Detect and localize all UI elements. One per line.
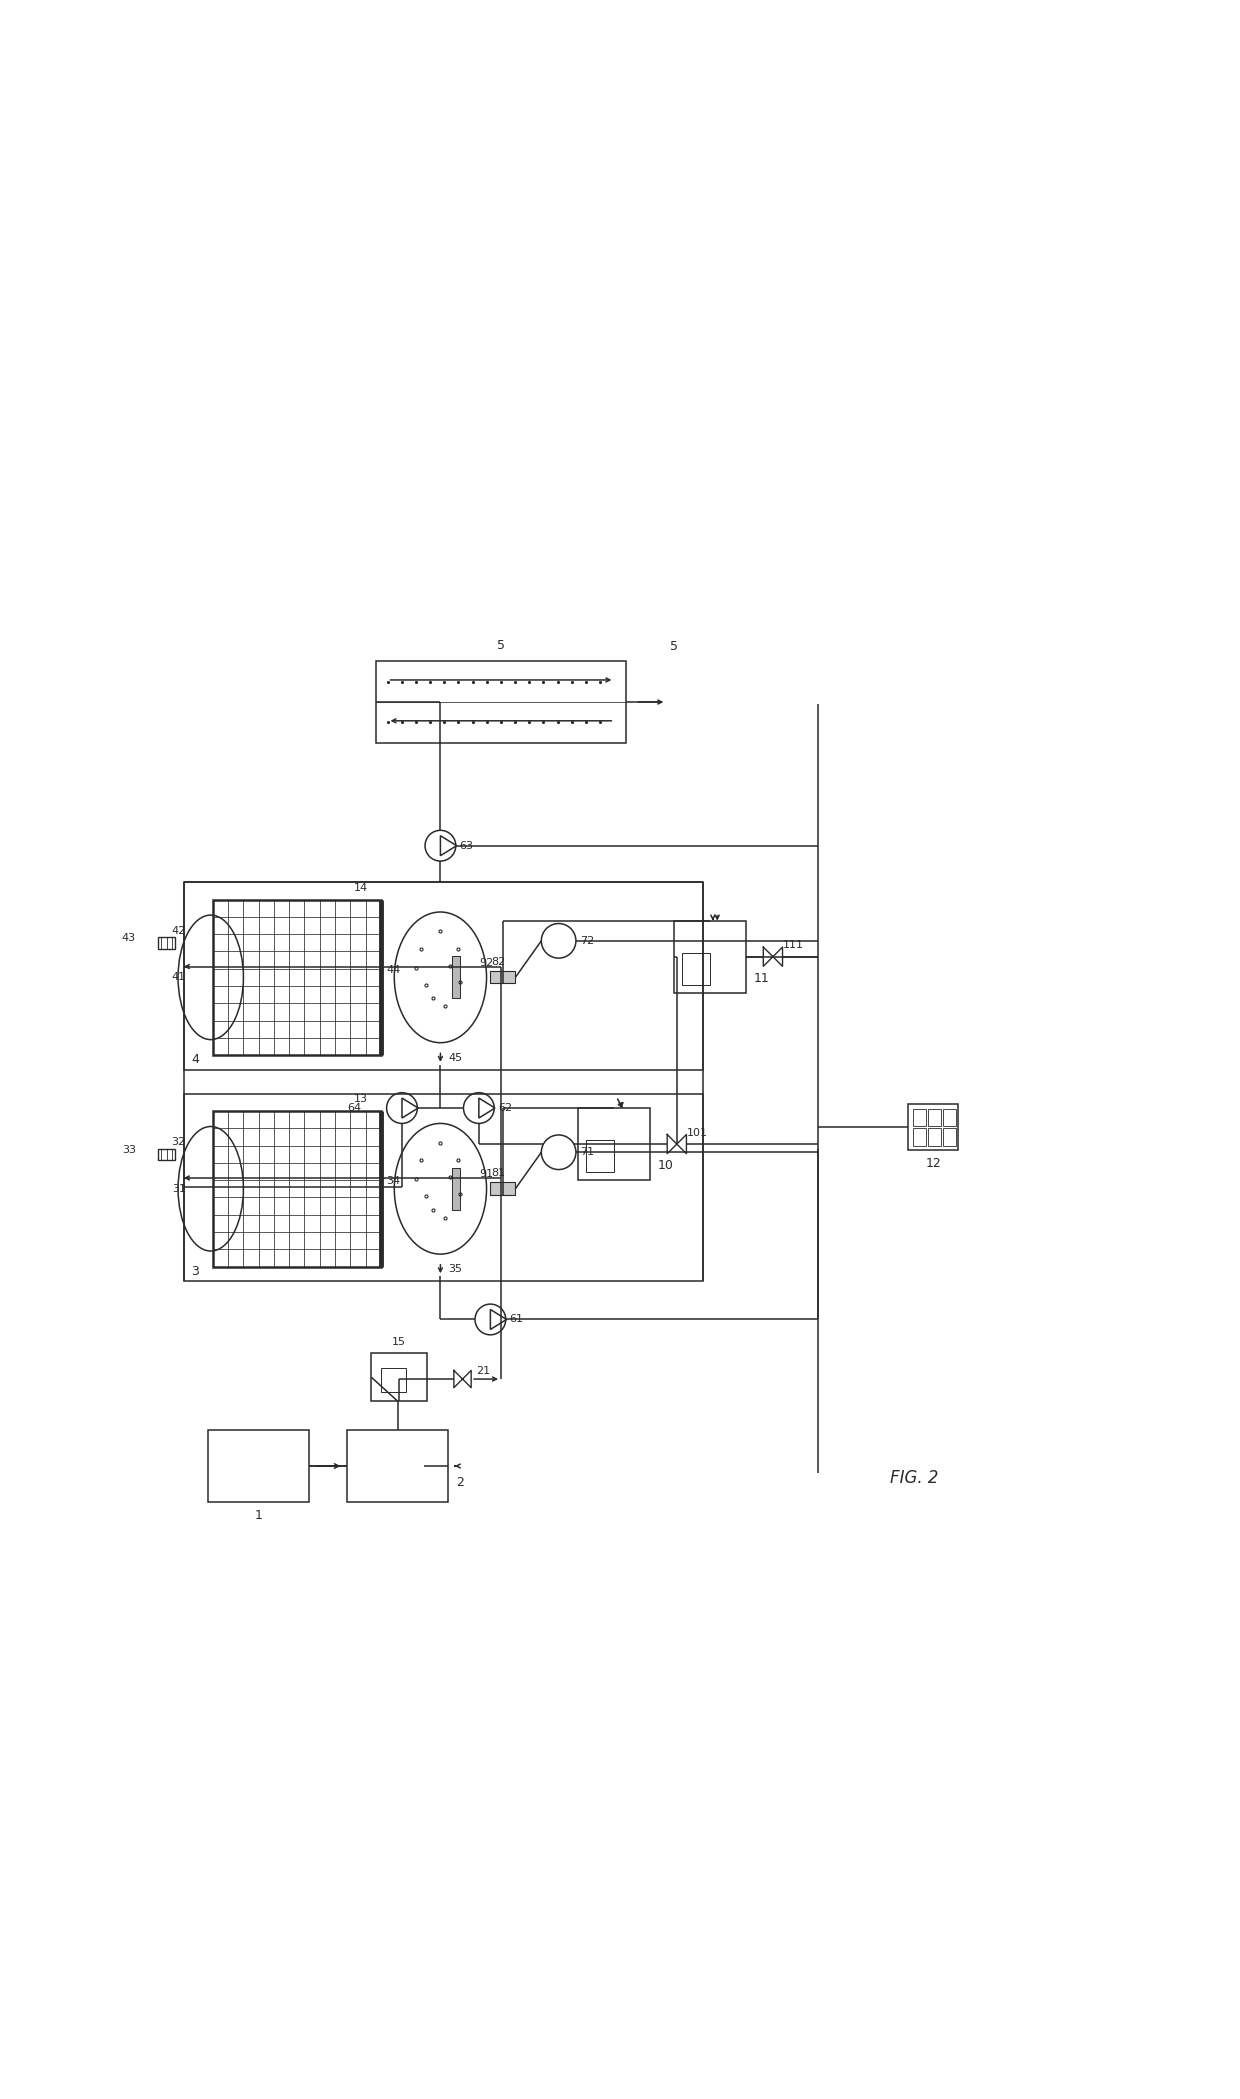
Text: 32: 32 (171, 1138, 186, 1146)
Text: 21: 21 (476, 1366, 490, 1377)
Text: 42: 42 (171, 926, 186, 936)
Text: 64: 64 (347, 1104, 362, 1112)
Bar (213, 900, 381, 1056)
Bar (371, 1354, 427, 1402)
Text: 41: 41 (171, 972, 186, 982)
Bar (184, 1094, 703, 1280)
Bar (585, 1140, 614, 1173)
Text: 111: 111 (782, 940, 804, 951)
Text: 92: 92 (479, 957, 494, 968)
Text: 62: 62 (498, 1104, 512, 1112)
Text: 71: 71 (580, 1148, 594, 1157)
Text: 11: 11 (754, 972, 770, 984)
Bar (942, 1129, 956, 1146)
Bar (578, 1108, 650, 1180)
Bar (157, 1148, 175, 1161)
Bar (909, 1104, 959, 1150)
Text: 34: 34 (387, 1175, 401, 1186)
Text: 31: 31 (172, 1184, 186, 1194)
Bar (213, 1110, 381, 1266)
Bar (675, 921, 746, 993)
Text: 91: 91 (479, 1169, 494, 1180)
Bar (913, 1129, 926, 1146)
Bar (913, 1108, 926, 1127)
Text: 45: 45 (448, 1054, 463, 1062)
Text: 5: 5 (497, 640, 505, 653)
Bar (928, 1108, 941, 1127)
Text: 2: 2 (456, 1476, 464, 1490)
Bar (184, 882, 703, 1070)
Text: 1: 1 (254, 1509, 262, 1522)
Text: 14: 14 (353, 884, 368, 892)
Text: 81: 81 (491, 1169, 505, 1178)
Bar (682, 953, 711, 984)
Bar (928, 1129, 941, 1146)
Bar (490, 1182, 516, 1194)
Bar (381, 1369, 405, 1392)
Text: 3: 3 (191, 1266, 200, 1278)
Text: 4: 4 (191, 1054, 200, 1066)
Bar (942, 1108, 956, 1127)
Bar (157, 938, 175, 949)
Text: 101: 101 (687, 1127, 708, 1138)
Text: 5: 5 (670, 640, 678, 653)
Text: 63: 63 (460, 842, 474, 850)
Text: 82: 82 (491, 957, 505, 968)
Text: 43: 43 (122, 934, 136, 942)
Circle shape (542, 1136, 575, 1169)
Text: FIG. 2: FIG. 2 (890, 1469, 939, 1486)
Bar (451, 1167, 460, 1209)
Bar (347, 1429, 448, 1503)
Bar (208, 1429, 309, 1503)
Text: 10: 10 (657, 1159, 673, 1171)
Text: 44: 44 (387, 966, 401, 974)
Text: 72: 72 (580, 936, 594, 947)
Text: 35: 35 (448, 1264, 463, 1274)
Text: 13: 13 (353, 1094, 368, 1104)
Bar (490, 970, 516, 982)
Text: 12: 12 (925, 1157, 941, 1171)
Text: 33: 33 (122, 1144, 136, 1154)
Bar (376, 661, 626, 743)
Text: 15: 15 (392, 1337, 405, 1348)
Circle shape (542, 924, 575, 957)
Bar (451, 957, 460, 999)
Text: 61: 61 (510, 1314, 523, 1324)
